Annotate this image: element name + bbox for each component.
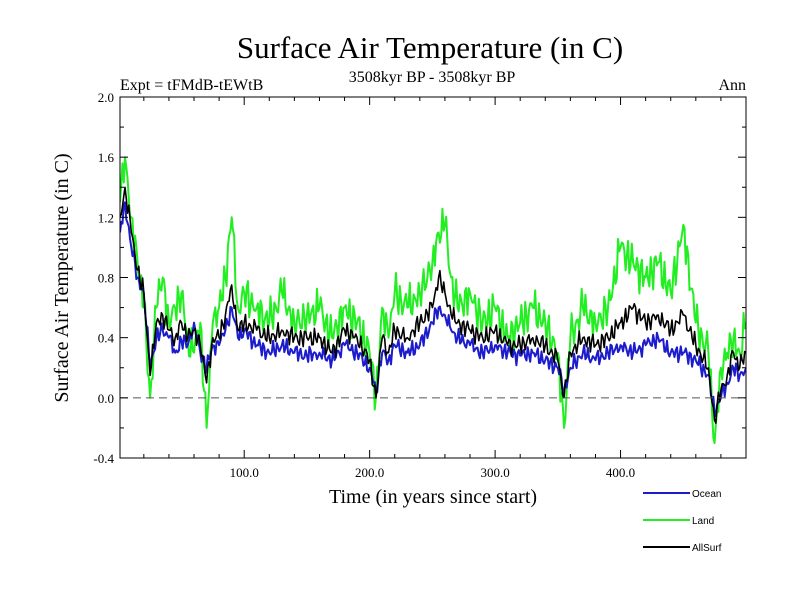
x-axis: 100.0 200.0 300.0 400.0 bbox=[143, 97, 722, 480]
x-tick-label: 200.0 bbox=[355, 465, 384, 480]
y-tick-label: 0.4 bbox=[98, 331, 115, 346]
experiment-label: Expt = tFMdB-tEWtB bbox=[120, 77, 263, 94]
legend-label-allsurf: AllSurf bbox=[692, 543, 722, 554]
legend: Ocean Land AllSurf bbox=[643, 489, 722, 554]
series-line-land bbox=[120, 156, 746, 444]
chart-subtitle: 3508kyr BP - 3508kyr BP bbox=[349, 69, 516, 86]
chart-title: Surface Air Temperature (in C) bbox=[237, 30, 623, 65]
y-tick-label: -0.4 bbox=[93, 451, 114, 466]
y-tick-label: 2.0 bbox=[98, 90, 114, 105]
y-tick-label: 0.0 bbox=[98, 391, 114, 406]
series-line-allsurf bbox=[120, 186, 746, 424]
series-layer bbox=[120, 156, 746, 444]
x-tick-label: 100.0 bbox=[230, 465, 259, 480]
y-axis: -0.4 0.0 0.4 0.8 1.2 1.6 2.0 bbox=[93, 90, 746, 466]
y-tick-label: 1.6 bbox=[98, 150, 115, 165]
x-axis-label: Time (in years since start) bbox=[329, 486, 537, 508]
season-label: Ann bbox=[718, 77, 746, 94]
y-tick-label: 1.2 bbox=[98, 210, 114, 225]
y-tick-label: 0.8 bbox=[98, 271, 114, 286]
legend-label-land: Land bbox=[692, 516, 714, 527]
x-tick-label: 300.0 bbox=[480, 465, 509, 480]
legend-label-ocean: Ocean bbox=[692, 489, 721, 500]
series-line-ocean bbox=[120, 201, 746, 418]
x-tick-label: 400.0 bbox=[606, 465, 635, 480]
y-axis-label: Surface Air Temperature (in C) bbox=[51, 153, 73, 402]
